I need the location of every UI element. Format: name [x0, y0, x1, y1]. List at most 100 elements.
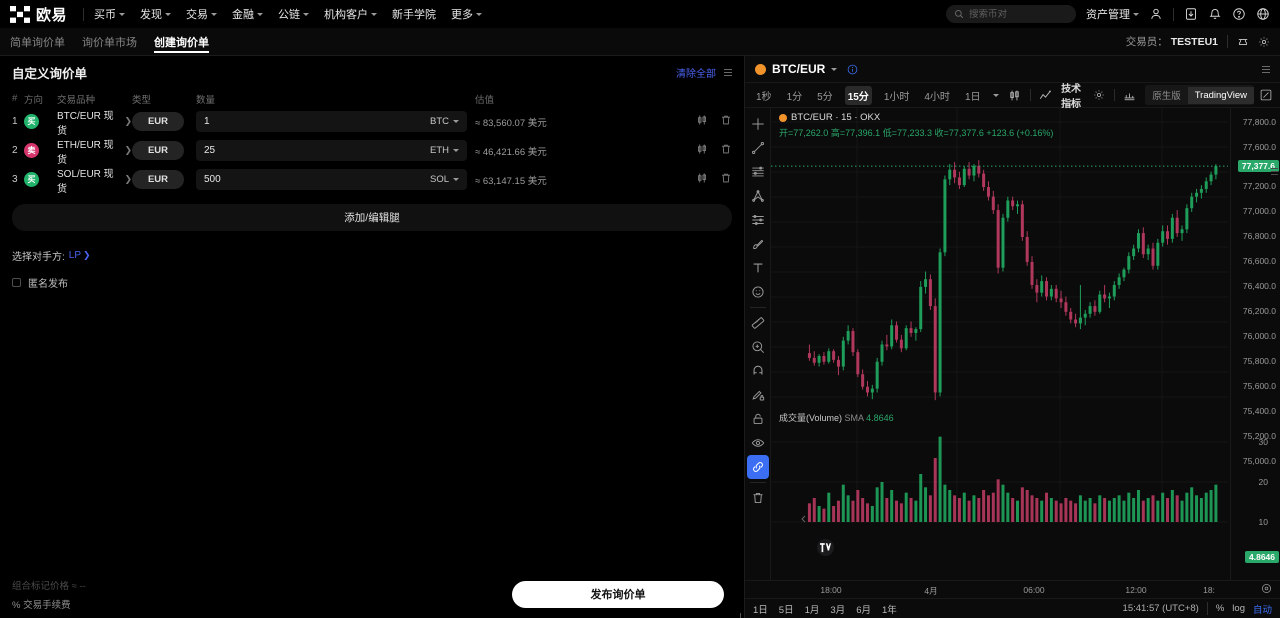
brand-logo[interactable]: 欧易	[10, 4, 67, 25]
price-axis[interactable]: 77,800.0 77,600.0 77,377.6 77,200.0 77,0…	[1230, 108, 1280, 580]
chart-right-grip[interactable]	[1271, 168, 1278, 175]
timeframe-4h[interactable]: 4小时	[924, 91, 950, 103]
delete-row-icon[interactable]	[720, 143, 732, 158]
trash-icon[interactable]	[747, 486, 769, 510]
counterparty-value[interactable]: LP	[68, 250, 82, 261]
timeframe-1m[interactable]: 1分	[786, 91, 803, 103]
candlestick-icon[interactable]	[696, 114, 708, 129]
clear-all-button[interactable]: 清除全部	[676, 68, 716, 80]
magnet-icon[interactable]	[747, 359, 769, 383]
direction-badge-sell[interactable]: 卖	[24, 143, 39, 158]
text-icon[interactable]	[747, 256, 769, 280]
quantity-field[interactable]: SOL	[196, 169, 467, 190]
emoji-icon[interactable]	[747, 280, 769, 304]
range-5d[interactable]: 5日	[778, 604, 794, 616]
nav-item-more[interactable]: 更多	[451, 6, 483, 22]
pencil-lock-icon[interactable]	[747, 383, 769, 407]
chart-panel-drag-handle[interactable]	[1262, 65, 1270, 73]
chart-type-candles-icon[interactable]	[1008, 89, 1021, 102]
quantity-field[interactable]: ETH	[196, 140, 467, 161]
indicators-label[interactable]: 技术指标	[1061, 84, 1082, 110]
candlestick-icon[interactable]	[696, 172, 708, 187]
info-icon[interactable]	[847, 64, 858, 75]
pitchfork-icon[interactable]	[747, 184, 769, 208]
chart-settings-icon[interactable]	[1093, 89, 1105, 101]
type-pill[interactable]: EUR	[132, 170, 184, 189]
snapshot-icon[interactable]	[1123, 89, 1136, 102]
ruler-icon[interactable]	[747, 311, 769, 335]
view-mode-tradingview[interactable]: TradingView	[1187, 86, 1254, 104]
timeframe-1h[interactable]: 1小时	[883, 91, 910, 103]
resize-grip-icon[interactable]	[733, 607, 741, 618]
lock-icon[interactable]	[747, 407, 769, 431]
search-input[interactable]	[969, 8, 1068, 20]
settings-icon[interactable]	[1258, 36, 1270, 48]
candlestick-icon[interactable]	[696, 143, 708, 158]
row-instrument[interactable]: SOL/EUR 现货 ❯	[57, 165, 132, 195]
timeframe-1d[interactable]: 1日	[964, 91, 981, 103]
chart-plot-area[interactable]: BTC/EUR · 15 · OKX 开=77,262.0 高=77,396.1…	[771, 108, 1230, 580]
brush-icon[interactable]	[747, 232, 769, 256]
nav-item-chain[interactable]: 公链	[278, 6, 310, 22]
fullscreen-icon[interactable]	[1260, 89, 1272, 101]
chevron-down-icon[interactable]	[831, 67, 838, 71]
search-box[interactable]	[946, 5, 1076, 23]
timeframe-15m[interactable]: 15分	[844, 85, 872, 105]
quantity-unit-select[interactable]: BTC	[430, 116, 459, 127]
anonymous-publish-checkbox[interactable]	[12, 278, 21, 287]
panel-drag-handle[interactable]	[724, 68, 732, 76]
view-mode-native[interactable]: 原生版	[1152, 91, 1181, 102]
timeframe-1s[interactable]: 1秒	[756, 91, 772, 103]
type-pill[interactable]: EUR	[132, 112, 184, 131]
timeframe-5m[interactable]: 5分	[817, 91, 833, 103]
row-direction[interactable]: 买	[24, 172, 57, 187]
direction-badge-buy[interactable]: 买	[24, 114, 39, 129]
fib-retracement-icon[interactable]	[747, 208, 769, 232]
horizontal-lines-icon[interactable]	[747, 160, 769, 184]
publish-rfq-button[interactable]: 发布询价单	[512, 580, 724, 608]
nav-item-discover[interactable]: 发现	[140, 6, 172, 22]
eye-icon[interactable]	[747, 431, 769, 455]
nav-item-buy-crypto[interactable]: 买币	[94, 6, 126, 22]
chevron-down-icon[interactable]	[992, 93, 999, 97]
nav-item-institutional[interactable]: 机构客户	[324, 6, 378, 22]
row-direction[interactable]: 卖	[24, 143, 57, 158]
quantity-field[interactable]: BTC	[196, 111, 467, 132]
log-scale-toggle[interactable]: log	[1232, 603, 1245, 614]
nav-item-trade[interactable]: 交易	[186, 6, 218, 22]
crosshair-icon[interactable]	[747, 112, 769, 136]
trendline-icon[interactable]	[747, 136, 769, 160]
delete-row-icon[interactable]	[720, 114, 732, 129]
reset-chart-icon[interactable]	[1261, 583, 1272, 594]
globe-icon[interactable]	[1256, 7, 1270, 21]
bell-icon[interactable]	[1208, 7, 1222, 21]
quantity-input[interactable]	[204, 174, 430, 185]
add-edit-leg-button[interactable]: 添加/编辑腿	[12, 204, 732, 231]
link-icon[interactable]	[746, 455, 769, 479]
type-pill[interactable]: EUR	[132, 141, 184, 160]
quantity-input[interactable]	[204, 116, 430, 127]
tab-simple-rfq[interactable]: 简单询价单	[10, 28, 65, 55]
auto-scale-toggle[interactable]: 自动	[1252, 604, 1272, 616]
help-icon[interactable]	[1232, 7, 1246, 21]
zoom-in-icon[interactable]	[747, 335, 769, 359]
quantity-input[interactable]	[204, 145, 430, 156]
download-icon[interactable]	[1184, 7, 1198, 21]
range-3mo[interactable]: 3月	[830, 604, 846, 616]
row-direction[interactable]: 买	[24, 114, 57, 129]
tradingview-logo-icon[interactable]	[817, 539, 834, 556]
quantity-unit-select[interactable]: SOL	[430, 174, 459, 185]
tab-rfq-market[interactable]: 询价单市场	[82, 28, 137, 55]
user-icon[interactable]	[1149, 7, 1163, 21]
nav-item-academy[interactable]: 新手学院	[392, 6, 436, 22]
row-instrument[interactable]: BTC/EUR 现货 ❯	[57, 107, 132, 137]
range-1d[interactable]: 1日	[753, 604, 768, 616]
row-instrument[interactable]: ETH/EUR 现货 ❯	[57, 136, 132, 166]
nav-item-finance[interactable]: 金融	[232, 6, 264, 22]
time-axis[interactable]: 18:00 4月 06:00 12:00 18: 4.8646	[745, 551, 1280, 598]
indicators-icon[interactable]	[1039, 89, 1052, 102]
range-1y[interactable]: 1年	[881, 604, 897, 616]
delete-row-icon[interactable]	[720, 172, 732, 187]
quantity-unit-select[interactable]: ETH	[430, 145, 459, 156]
direction-badge-buy[interactable]: 买	[24, 172, 39, 187]
